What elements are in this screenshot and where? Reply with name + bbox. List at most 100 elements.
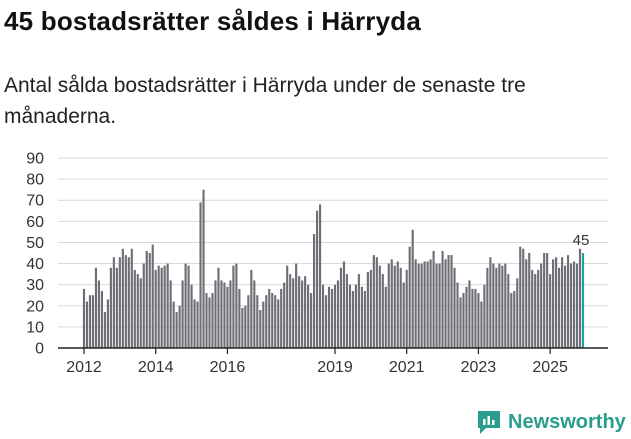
bar [330,288,334,348]
bar [268,288,271,348]
bar [262,301,265,348]
newsworthy-logo[interactable]: Newsworthy [476,408,626,436]
bar [175,312,178,348]
x-tick-label: 2021 [389,359,425,376]
bar [459,297,462,348]
bar [564,265,567,348]
bar [121,248,124,348]
bar [226,286,229,348]
bar [483,284,486,348]
bar [432,250,435,348]
bar [202,189,205,348]
bar [124,255,127,348]
bar [558,267,561,348]
bar [321,284,325,348]
bar [566,255,570,348]
y-tick-label: 80 [26,172,44,189]
bar [504,263,507,348]
bar [519,246,522,348]
bar [250,269,253,348]
bar [333,284,337,348]
x-tick-label: 2019 [317,359,353,376]
bar [438,263,441,348]
bar [133,269,136,348]
bar [307,284,310,348]
bar [235,263,238,348]
bar [256,295,259,348]
bar [139,278,142,348]
bar [363,291,366,348]
bar [569,263,573,348]
bar [304,276,307,348]
latest-value-label: 45 [573,232,590,249]
bar [423,261,426,348]
bar [157,265,160,348]
bar [193,299,196,348]
bar [456,282,459,348]
bar [118,257,121,348]
bar [220,280,223,348]
bar [208,297,211,348]
bar [552,259,555,348]
bar [115,267,118,348]
bar [339,267,343,348]
y-tick-label: 90 [26,151,44,168]
bar [148,253,151,348]
bar [292,278,295,348]
bar [462,293,465,348]
bar [187,265,190,348]
bar-series [82,189,585,348]
bar [561,257,564,348]
bar [283,282,286,348]
y-tick-label: 60 [26,214,44,231]
bar [253,280,256,348]
y-tick-label: 50 [26,235,44,252]
bar [534,274,537,348]
y-tick-label: 0 [35,341,44,358]
x-tick-label: 2016 [210,359,246,376]
bar [238,288,241,348]
x-tick-label: 2025 [532,359,568,376]
bar [289,274,292,348]
bar [486,267,489,348]
bar [399,267,402,348]
y-tick-label: 70 [26,193,44,210]
bar [271,293,274,348]
bar [417,263,420,348]
y-axis-ticks: 0 10 20 30 40 50 60 70 80 90 [26,151,44,358]
bar [444,259,447,348]
bar [169,280,172,348]
bar [277,299,280,348]
bar [244,305,247,348]
bar [357,274,360,348]
bar [190,284,193,348]
bar [393,265,396,348]
annotations: 45 [573,232,590,249]
bar [495,267,498,348]
bar [513,291,516,348]
bar [163,265,166,348]
bar [336,280,340,348]
bar [420,263,423,348]
bar [549,274,552,348]
bar [405,269,408,348]
bar [429,259,432,348]
bar [354,284,357,348]
bar [498,263,501,348]
bar [414,259,417,348]
bar [247,295,250,348]
bar [366,272,369,348]
bar [453,267,456,348]
page-subtitle: Antal sålda bostadsrätter i Härryda unde… [4,74,526,128]
bar [543,253,546,348]
bar [315,210,319,348]
bar [127,257,130,348]
bar [360,286,363,348]
bar-chart: 0 10 20 30 40 50 60 70 80 90 2012 2014 2016 2019 2021… [26,151,608,376]
bar [537,269,540,348]
bar [324,295,328,348]
bar [181,280,184,348]
bar [145,250,148,348]
bar [327,286,331,348]
bar [351,291,354,348]
